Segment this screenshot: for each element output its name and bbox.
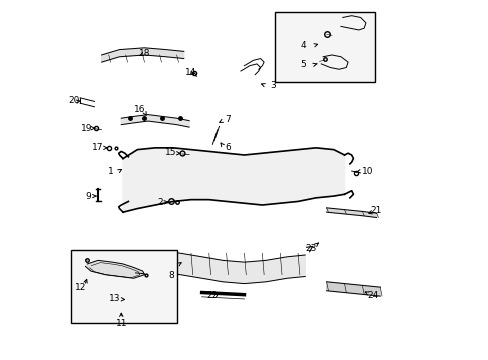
Text: 7: 7 — [225, 116, 231, 125]
Text: 24: 24 — [366, 291, 378, 300]
Text: 5: 5 — [300, 60, 305, 69]
Polygon shape — [121, 114, 189, 127]
Text: 1: 1 — [107, 167, 113, 176]
Text: 17: 17 — [91, 143, 103, 152]
Text: 16: 16 — [134, 105, 145, 114]
Text: 10: 10 — [361, 167, 373, 176]
Text: 23: 23 — [305, 244, 316, 253]
Text: 2: 2 — [158, 198, 163, 207]
Text: 9: 9 — [85, 192, 91, 201]
Polygon shape — [326, 282, 380, 296]
Text: 21: 21 — [369, 206, 381, 215]
Bar — [71, 249, 176, 323]
Polygon shape — [85, 260, 144, 278]
Text: 6: 6 — [225, 143, 231, 152]
Text: 14: 14 — [184, 68, 196, 77]
Text: 8: 8 — [168, 271, 174, 280]
Polygon shape — [326, 208, 376, 217]
Text: 11: 11 — [115, 319, 127, 328]
Polygon shape — [102, 48, 183, 62]
Text: 4: 4 — [300, 41, 305, 50]
Text: 15: 15 — [164, 148, 176, 157]
Text: 22: 22 — [206, 291, 218, 300]
Polygon shape — [165, 251, 305, 284]
Polygon shape — [123, 148, 344, 212]
Text: 19: 19 — [81, 124, 92, 133]
Text: 3: 3 — [270, 81, 275, 90]
Text: 18: 18 — [139, 49, 151, 58]
Text: 20: 20 — [68, 96, 79, 105]
Text: 13: 13 — [109, 294, 121, 303]
Bar — [274, 12, 374, 82]
Text: 12: 12 — [75, 283, 86, 292]
